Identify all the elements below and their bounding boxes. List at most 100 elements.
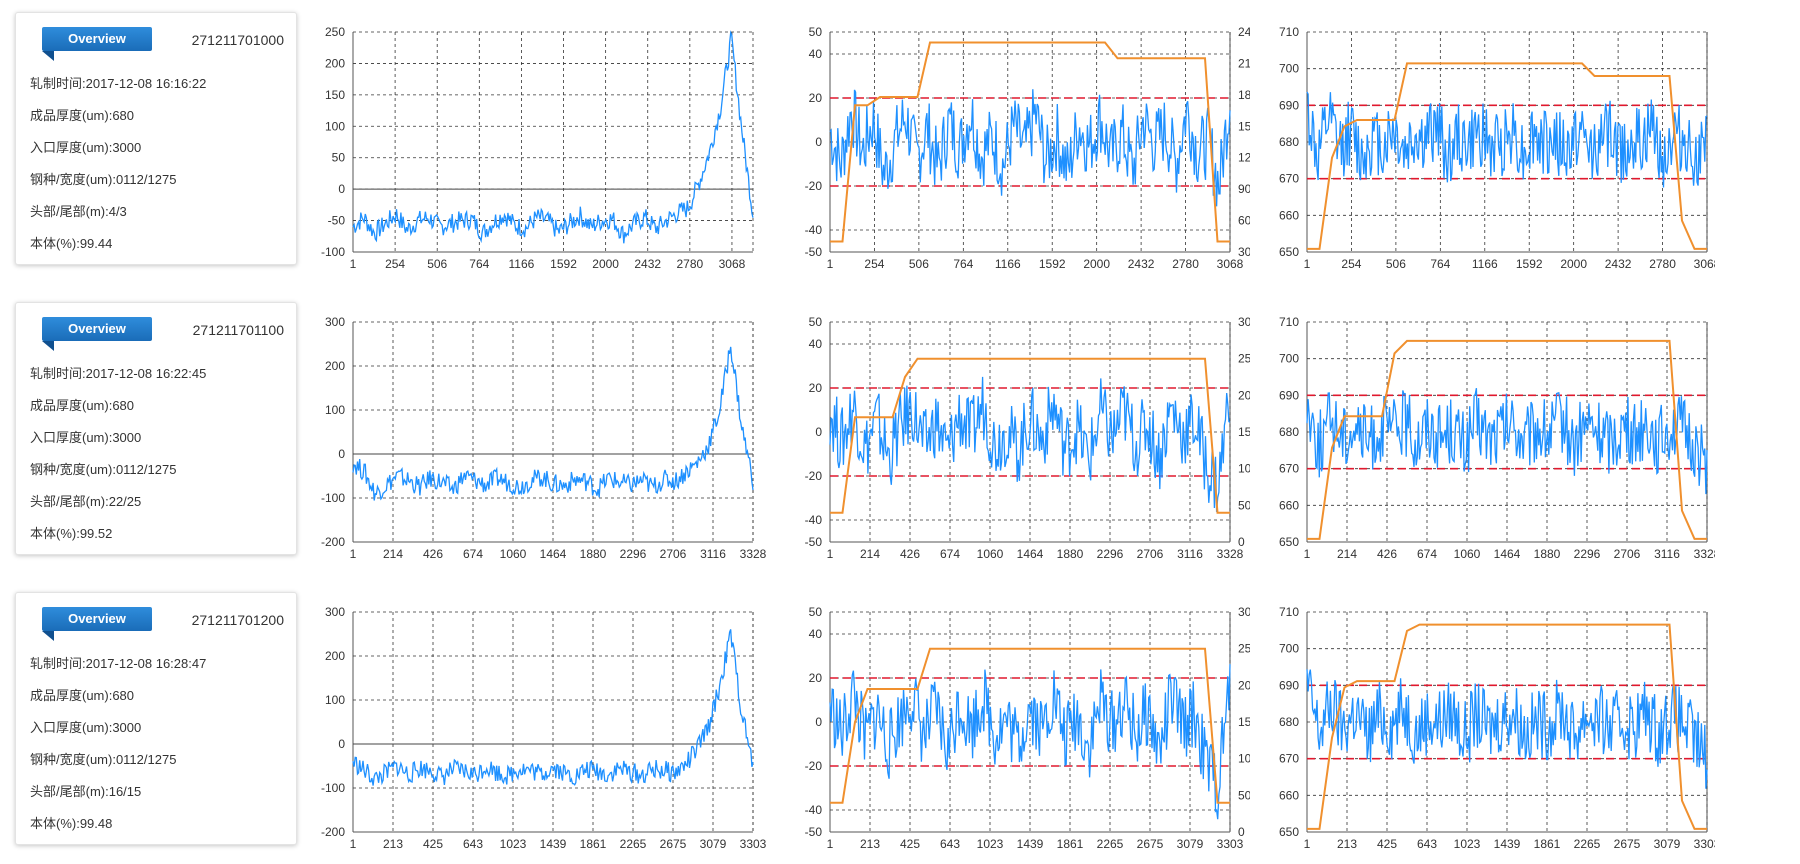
x-tick-label: 1861 [1534, 837, 1561, 851]
x-tick-label: 1464 [1017, 547, 1044, 561]
body-percent-text: 本体(%):99.44 [30, 236, 113, 251]
y-tick-label: 650 [1279, 535, 1299, 549]
y-tick-label: 680 [1279, 135, 1299, 149]
y2-tick-label: 50 [1238, 788, 1250, 802]
x-tick-label: 1 [1304, 837, 1311, 851]
x-tick-label: 3079 [700, 837, 727, 851]
x-tick-label: 506 [427, 257, 447, 271]
x-tick-label: 254 [864, 257, 884, 271]
y-tick-label: 700 [1279, 642, 1299, 656]
overview-button[interactable]: Overview [42, 317, 152, 341]
x-tick-label: 1880 [1534, 547, 1561, 561]
overview-button[interactable]: Overview [42, 607, 152, 631]
y-tick-label: 0 [338, 737, 345, 751]
x-tick-label: 2296 [1097, 547, 1124, 561]
overview-button[interactable]: Overview [42, 27, 152, 51]
x-tick-label: 1592 [1516, 257, 1543, 271]
signal-series-line [352, 346, 754, 501]
y-tick-label: -50 [805, 245, 823, 259]
x-tick-label: 213 [383, 837, 403, 851]
level-series-line [830, 41, 1230, 243]
y-tick-label: 700 [1279, 352, 1299, 366]
y2-tick-label: 30 [1238, 245, 1250, 259]
y-tick-label: 250 [325, 25, 345, 39]
x-tick-label: 1861 [580, 837, 607, 851]
y2-tick-label: 240 [1238, 25, 1250, 39]
x-tick-label: 213 [1337, 837, 1357, 851]
x-tick-label: 2706 [1137, 547, 1164, 561]
thickness-chart: 1 213 425 643 1023 1439 1861 2265 2675 3079 3303 50… [805, 605, 1250, 851]
y2-tick-label: 90 [1238, 182, 1250, 196]
x-tick-label: 3328 [1217, 547, 1244, 561]
signal-series-line [1306, 669, 1708, 789]
y-tick-label: 0 [338, 447, 345, 461]
x-tick-label: 425 [423, 837, 443, 851]
signal-series-line [829, 376, 1231, 512]
x-tick-label: 643 [463, 837, 483, 851]
body-percent-text: 本体(%):99.52 [30, 526, 113, 541]
x-tick-label: 3068 [1217, 257, 1244, 271]
y-tick-label: 660 [1279, 788, 1299, 802]
y-tick-label: 50 [809, 605, 823, 619]
steel-grade-width-text: 钢种/宽度(um):0112/1275 [30, 752, 177, 767]
y-tick-label: -20 [805, 179, 823, 193]
x-tick-label: 506 [909, 257, 929, 271]
x-tick-label: 764 [469, 257, 489, 271]
level-series-line [830, 357, 1230, 514]
width-chart: 1 213 425 643 1023 1439 1861 2265 2675 3079 3303 71… [1279, 605, 1715, 851]
y-tick-label: 710 [1279, 605, 1299, 619]
y-tick-label: 680 [1279, 425, 1299, 439]
width-chart: 1 214 426 674 1060 1464 1880 2296 2706 3116 3328 71… [1279, 315, 1715, 561]
y-tick-label: 650 [1279, 825, 1299, 839]
y-tick-label: 300 [325, 315, 345, 329]
x-tick-label: 1023 [1454, 837, 1481, 851]
x-tick-label: 2706 [1614, 547, 1641, 561]
x-tick-label: 1166 [995, 257, 1021, 271]
x-tick-label: 3079 [1654, 837, 1681, 851]
x-tick-label: 1166 [1472, 257, 1498, 271]
x-tick-label: 1 [827, 547, 834, 561]
x-tick-label: 2432 [634, 257, 661, 271]
y2-tick-label: 250 [1238, 352, 1250, 366]
x-tick-label: 3303 [1694, 837, 1715, 851]
x-tick-label: 426 [900, 547, 920, 561]
rolling-time-text: 轧制时间:2017-12-08 16:28:47 [30, 656, 207, 671]
x-tick-label: 1592 [1039, 257, 1066, 271]
y-tick-label: 50 [809, 25, 823, 39]
coil-summary-card: Overview 271211701100 轧制时间:2017-12-08 16:2… [15, 302, 297, 555]
x-tick-label: 2706 [660, 547, 687, 561]
y2-tick-label: 180 [1238, 88, 1250, 102]
y-tick-label: -100 [321, 491, 345, 505]
y2-tick-label: 300 [1238, 605, 1250, 619]
x-tick-label: 425 [1377, 837, 1397, 851]
ribbon-fold [42, 341, 54, 351]
deviation-chart: 1 214 426 674 1060 1464 1880 2296 2706 3116 3328 30… [321, 315, 767, 561]
y-tick-label: 200 [325, 359, 345, 373]
deviation-chart: 1 213 425 643 1023 1439 1861 2265 2675 3079 3303 30… [321, 605, 767, 851]
product-thickness-text: 成品厚度(um):680 [30, 398, 135, 413]
x-tick-label: 2780 [1649, 257, 1676, 271]
signal-series-line [829, 664, 1231, 820]
signal-series-line [1306, 387, 1708, 495]
y-tick-label: 690 [1279, 388, 1299, 402]
steel-grade-width-text: 钢种/宽度(um):0112/1275 [30, 172, 177, 187]
y-tick-label: 50 [809, 315, 823, 329]
y2-tick-label: 200 [1238, 388, 1250, 402]
y-tick-label: 680 [1279, 715, 1299, 729]
thickness-chart: 1 214 426 674 1060 1464 1880 2296 2706 3116 3328 50… [805, 315, 1250, 561]
y-tick-label: 0 [815, 135, 822, 149]
y2-tick-label: 100 [1238, 462, 1250, 476]
y2-tick-label: 150 [1238, 119, 1250, 133]
y-tick-label: 0 [815, 425, 822, 439]
x-tick-label: 643 [940, 837, 960, 851]
x-tick-label: 1439 [540, 837, 567, 851]
y2-tick-label: 50 [1238, 498, 1250, 512]
x-tick-label: 764 [953, 257, 973, 271]
coil-summary-card: Overview 271211701200 轧制时间:2017-12-08 16:2… [15, 592, 297, 845]
y2-tick-label: 120 [1238, 151, 1250, 165]
deviation-chart: 1 254 506 764 1166 1592 2000 2432 2780 3068250200… [321, 25, 754, 271]
x-tick-label: 3328 [740, 547, 767, 561]
y2-tick-label: 200 [1238, 678, 1250, 692]
y-tick-label: 710 [1279, 315, 1299, 329]
signal-series-line [352, 30, 754, 244]
